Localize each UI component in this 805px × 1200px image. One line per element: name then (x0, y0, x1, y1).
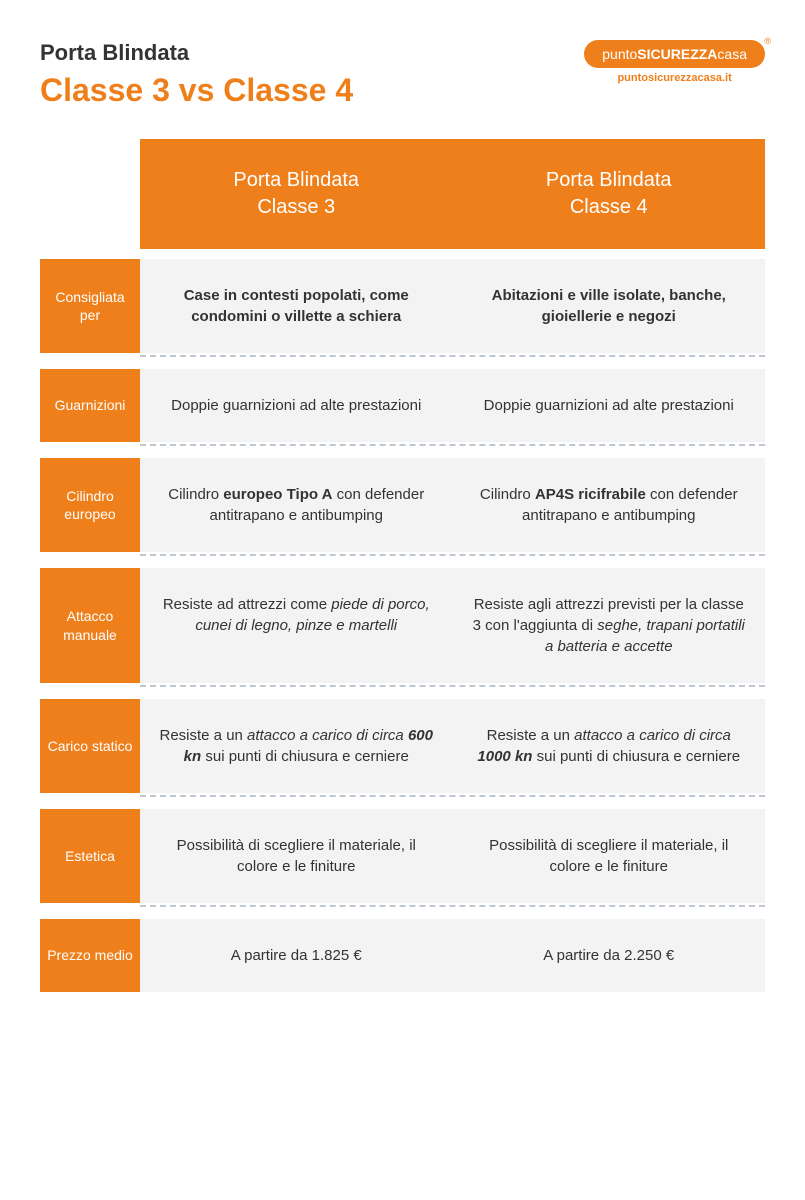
cell-classe4: Possibilità di scegliere il materiale, i… (453, 809, 766, 903)
table-row: GuarnizioniDoppie guarnizioni ad alte pr… (40, 369, 765, 442)
main-title: Classe 3 vs Classe 4 (40, 72, 353, 109)
cell-classe3: A partire da 1.825 € (140, 919, 453, 992)
title-block: Porta Blindata Classe 3 vs Classe 4 (40, 40, 353, 109)
table-row: Cilindro europeoCilindro europeo Tipo A … (40, 458, 765, 552)
header-spacer (40, 139, 140, 249)
cell-classe3: Cilindro europeo Tipo A con defender ant… (140, 458, 453, 552)
cell-classe3: Resiste ad attrezzi come piede di porco,… (140, 568, 453, 683)
table-row: Prezzo medioA partire da 1.825 €A partir… (40, 919, 765, 992)
table-row: Consigliata perCase in contesti popolati… (40, 259, 765, 353)
row-label: Estetica (40, 809, 140, 903)
logo-text-pre: punto (602, 46, 637, 62)
row-divider (140, 795, 765, 797)
table-row: EsteticaPossibilità di scegliere il mate… (40, 809, 765, 903)
row-label: Attacco manuale (40, 568, 140, 683)
logo-text-bold: SICUREZZA (637, 46, 717, 62)
cell-classe3: Resiste a un attacco a carico di circa 6… (140, 699, 453, 793)
registered-icon: ® (764, 36, 771, 46)
table-row: Carico staticoResiste a un attacco a car… (40, 699, 765, 793)
column-head-classe3: Porta BlindataClasse 3 (140, 139, 453, 249)
rows-container: Consigliata perCase in contesti popolati… (40, 249, 765, 992)
cell-classe4: Cilindro AP4S ricifrabile con defender a… (453, 458, 766, 552)
cell-classe3: Doppie guarnizioni ad alte prestazioni (140, 369, 453, 442)
row-divider (140, 905, 765, 907)
cell-classe3: Case in contesti popolati, come condomin… (140, 259, 453, 353)
cell-classe4: Abitazioni e ville isolate, banche, gioi… (453, 259, 766, 353)
table-header-row: Porta BlindataClasse 3 Porta BlindataCla… (40, 139, 765, 249)
logo-subtitle: puntosicurezzacasa.it (584, 72, 765, 84)
table-row: Attacco manualeResiste ad attrezzi come … (40, 568, 765, 683)
row-divider (140, 355, 765, 357)
header: Porta Blindata Classe 3 vs Classe 4 punt… (40, 40, 765, 109)
cell-classe4: Doppie guarnizioni ad alte prestazioni (453, 369, 766, 442)
pretitle: Porta Blindata (40, 40, 353, 66)
logo-text-post: casa (717, 46, 747, 62)
row-label: Consigliata per (40, 259, 140, 353)
page: Porta Blindata Classe 3 vs Classe 4 punt… (0, 0, 805, 1042)
cell-classe4: Resiste agli attrezzi previsti per la cl… (453, 568, 766, 683)
logo-pill: puntoSICUREZZAcasa ® (584, 40, 765, 68)
cell-classe4: A partire da 2.250 € (453, 919, 766, 992)
brand-logo: puntoSICUREZZAcasa ® puntosicurezzacasa.… (584, 40, 765, 84)
row-divider (140, 685, 765, 687)
cell-classe4: Resiste a un attacco a carico di circa 1… (453, 699, 766, 793)
cell-classe3: Possibilità di scegliere il materiale, i… (140, 809, 453, 903)
row-label: Prezzo medio (40, 919, 140, 992)
column-head-classe4: Porta BlindataClasse 4 (453, 139, 766, 249)
row-divider (140, 444, 765, 446)
comparison-table: Porta BlindataClasse 3 Porta BlindataCla… (40, 139, 765, 992)
row-label: Cilindro europeo (40, 458, 140, 552)
row-label: Carico statico (40, 699, 140, 793)
row-label: Guarnizioni (40, 369, 140, 442)
row-divider (140, 554, 765, 556)
